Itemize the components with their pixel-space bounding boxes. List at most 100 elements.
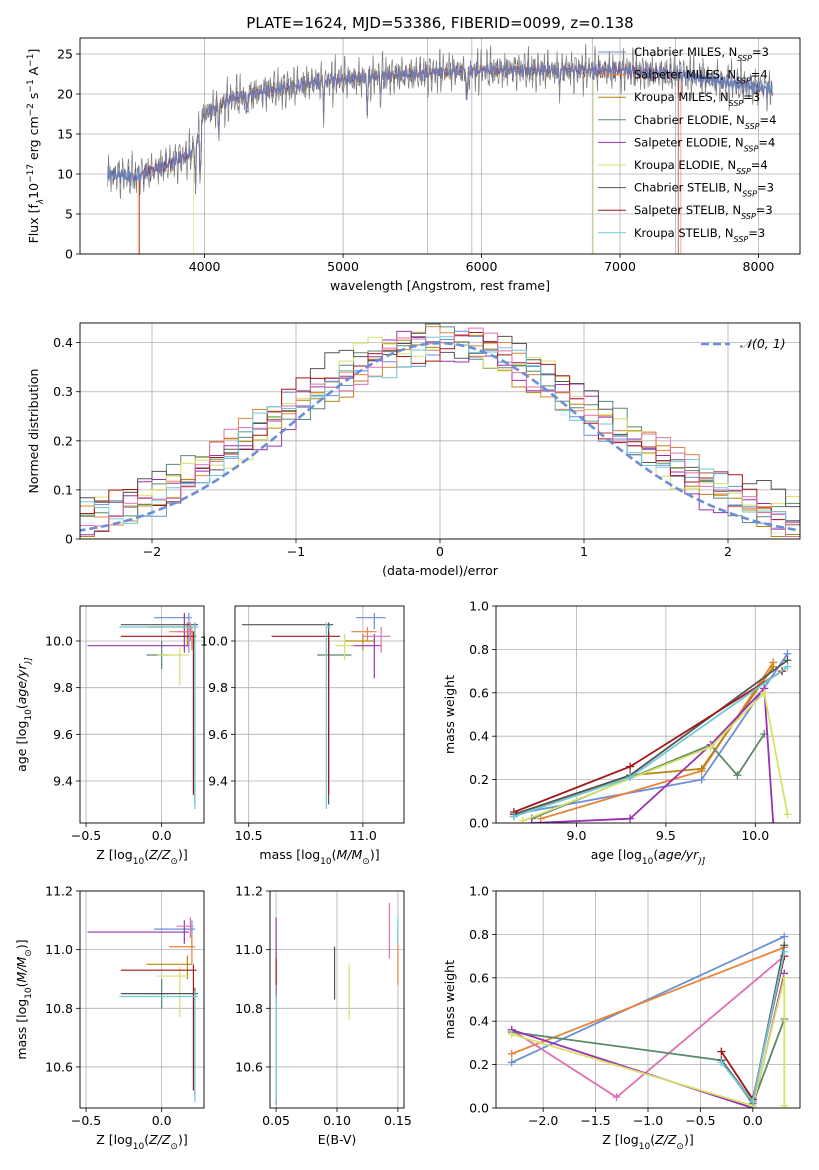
y-axis-label-part: )] — [24, 657, 34, 666]
y-axis-label-part: age [log — [14, 721, 29, 772]
errorbar-point-ChSt — [120, 987, 198, 1097]
y-tick-label: 11.2 — [235, 884, 263, 899]
y-axis-label: mass weight — [442, 675, 457, 754]
x-tick-label: 4000 — [189, 259, 221, 274]
x-axis-label: Z [log10(Z/Z⊙)] — [96, 1132, 187, 1152]
x-axis-label-part: Z [log — [602, 1132, 638, 1147]
massweight-marker — [626, 814, 635, 823]
x-tick-label: 0.0 — [152, 1113, 172, 1128]
y-axis-label-part: Flux [f — [26, 204, 41, 244]
axes-frame: −0.5 0.09.49.69.810.0Z [log10(Z/Z⊙)]age [… — [14, 605, 205, 867]
x-axis-label: (data-model)/error — [382, 563, 499, 578]
axes-border — [79, 37, 801, 255]
massweight-marker — [626, 773, 635, 782]
grid-lines — [80, 606, 204, 823]
legend-suffix: =4 — [758, 135, 775, 149]
x-axis-label-part: ( — [144, 847, 149, 862]
x-axis-label-part: 10 — [133, 1142, 145, 1152]
y-axis-label-part: ( — [14, 704, 29, 709]
y-tick-label: 1.0 — [469, 599, 489, 614]
y-axis-label-part: 10 — [24, 987, 34, 999]
y-axis-label: Flux [fλ10−17 erg cm−2 s−1 A−1] — [26, 49, 46, 244]
legend-suffix: =4 — [760, 113, 777, 127]
legend-suffix: =3 — [752, 45, 769, 59]
y-axis-label-part: ⊙ — [24, 949, 34, 957]
y-axis-label-part: −17 — [26, 164, 36, 183]
errorbar-point-SaMi — [169, 627, 195, 651]
errorbar-point-KrEl — [157, 967, 189, 1018]
legend-suffix: =4 — [751, 158, 768, 172]
x-tick-label: 11.0 — [349, 828, 377, 843]
x-axis-label-part: Z/Z — [148, 1132, 171, 1147]
x-tick-label: −2 — [143, 544, 161, 559]
spectrum-title: PLATE=1624, MJD=53386, FIBERID=0099, z=0… — [246, 14, 633, 32]
x-axis-label-part: Z [log — [96, 1132, 132, 1147]
legend-sub: SSP — [737, 54, 752, 63]
legend-suffix: =3 — [743, 90, 760, 104]
y-axis-label-part: λ — [36, 199, 46, 205]
metallicity-age-panel: −0.5 0.09.49.69.810.0Z [log10(Z/Z⊙)]age [… — [14, 605, 205, 867]
y-axis-label: Normed distribution — [26, 369, 41, 494]
x-axis-label-part: ⊙ — [676, 1142, 684, 1152]
legend-entry: Chabrier ELODIE, NSSP=4 — [634, 113, 776, 131]
y-tick-label: 0.0 — [469, 816, 489, 831]
y-tick-label: 0.6 — [469, 970, 489, 985]
massweight-marker — [748, 1097, 757, 1106]
legend-entry: Salpeter STELIB, NSSP=3 — [634, 203, 773, 221]
legend-sub: SSP — [736, 167, 751, 176]
x-tick-label: −1.5 — [580, 1113, 610, 1128]
y-tick-label: 0.4 — [53, 335, 73, 350]
plot-area — [241, 613, 391, 809]
errorbar-point-SaMi — [169, 934, 195, 965]
x-axis-label-part: Z [log — [96, 847, 132, 862]
axes-frame: −2.0 −1.5 −1.0 −0.5 0.0 0.0 0.2 0.4 0.6 0.8 1.0 Z [… — [442, 884, 801, 1152]
x-axis-label-part: 10 — [133, 857, 145, 867]
model-spectrum-SaMi — [137, 58, 682, 254]
spectrum-panel: 4000 5000 6000 7000 8000 0 5 10 15 20 25 wavelength… — [26, 37, 801, 293]
massweight-marker — [783, 662, 792, 671]
y-tick-label: 10.6 — [45, 1059, 73, 1074]
grid-lines — [235, 606, 404, 823]
massweight-marker — [507, 1058, 516, 1067]
y-axis-label-part: s — [26, 93, 41, 104]
axes-border — [79, 890, 205, 1109]
normal-curve-line — [80, 341, 800, 532]
x-axis-label-part: Z/Z — [654, 1132, 677, 1147]
massweight-marker — [626, 762, 635, 771]
y-tick-label: 0.8 — [469, 927, 489, 942]
age-massweight-panel: 9.0 9.5 10.0 0.0 0.2 0.4 0.6 0.8 1.0 age [log10(a… — [442, 599, 801, 867]
x-tick-label: −0.5 — [685, 1113, 715, 1128]
legend-label: Chabrier STELIB, N — [634, 181, 742, 195]
axes-border — [495, 890, 801, 1109]
y-axis-label-part: A — [26, 66, 41, 79]
x-tick-label: −2.0 — [528, 1113, 558, 1128]
errorbar-point-pink — [176, 917, 194, 938]
legend-entry: Kroupa STELIB, NSSP=3 — [634, 226, 765, 244]
massweight-marker — [697, 775, 706, 784]
x-axis-label-part: 10 — [320, 857, 332, 867]
x-axis-label-part: ⊙ — [170, 1142, 178, 1152]
plot-area — [509, 649, 792, 823]
massweight-line-SaSt — [513, 670, 783, 813]
y-tick-label: 9.8 — [208, 680, 228, 695]
legend-suffix: =3 — [756, 203, 773, 217]
y-tick-label: 11.0 — [235, 942, 263, 957]
errorbar-point-ChMi — [356, 613, 386, 630]
y-tick-label: 15 — [57, 127, 73, 142]
y-axis-label-part: −2 — [26, 103, 36, 116]
x-tick-label: 2 — [724, 544, 732, 559]
errorbar-point-KrEl — [335, 634, 354, 660]
y-tick-label: 0.2 — [469, 1057, 489, 1072]
legend-label: Chabrier ELODIE, N — [634, 113, 745, 127]
legend-entry: Salpeter MILES, NSSP=4 — [634, 68, 768, 86]
legend-entry: Salpeter ELODIE, NSSP=4 — [634, 135, 775, 153]
y-tick-label: 10.6 — [235, 1059, 263, 1074]
x-tick-label: 1 — [580, 544, 588, 559]
y-tick-label: 0.2 — [469, 772, 489, 787]
x-tick-label: −1.0 — [633, 1113, 663, 1128]
metallicity-massweight-panel: −2.0 −1.5 −1.0 −0.5 0.0 0.0 0.2 0.4 0.6 0.8 1.0 Z [… — [442, 884, 801, 1152]
legend-label: Salpeter ELODIE, N — [634, 135, 744, 149]
massweight-marker — [780, 932, 789, 941]
massweight-line-ChSt — [513, 659, 789, 816]
x-axis-label-part: Z/Z — [148, 847, 171, 862]
